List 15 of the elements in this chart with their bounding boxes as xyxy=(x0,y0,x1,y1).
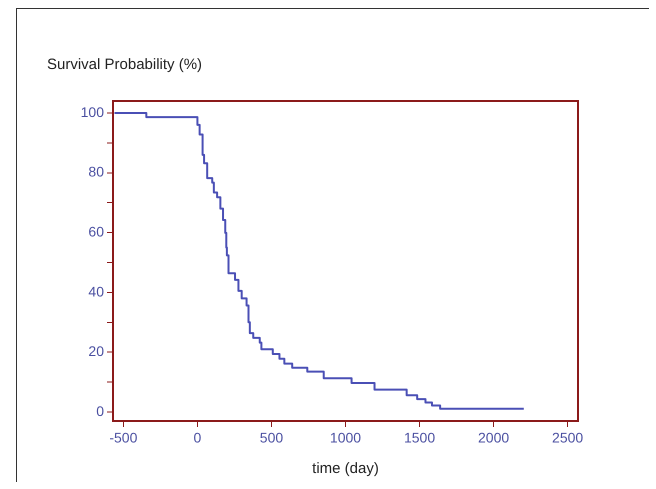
y-tick-label: 100 xyxy=(80,104,104,120)
y-tick-label: 80 xyxy=(88,164,104,180)
x-tick-label: 2500 xyxy=(552,429,584,446)
y-axis-title: Survival Probability (%) xyxy=(47,56,202,74)
x-tick-label: 500 xyxy=(260,429,284,446)
y-tick-label: 20 xyxy=(88,343,104,360)
y-tick-label: 40 xyxy=(88,283,104,300)
x-tick-label: 2000 xyxy=(478,429,510,446)
x-tick-label: 1000 xyxy=(330,429,362,446)
x-tick-label: -500 xyxy=(109,429,138,446)
x-tick-label: 1500 xyxy=(404,429,436,446)
x-axis-title: time (day) xyxy=(312,460,379,478)
x-tick-label: 0 xyxy=(194,429,202,446)
y-tick-label: 0 xyxy=(96,402,104,419)
y-tick-label: 60 xyxy=(88,223,104,240)
